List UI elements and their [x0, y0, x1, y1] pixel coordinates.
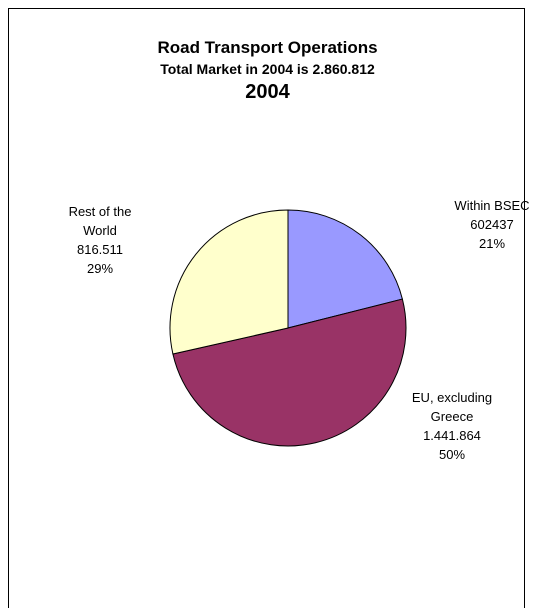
pie-slice-within-bsec	[287, 209, 404, 329]
data-label-within-bsec: Within BSEC 602437 21%	[454, 198, 529, 251]
data-label-eu-excluding-greece: EU, excluding Greece 1.441.864 50%	[412, 390, 492, 462]
data-label-line: World	[83, 223, 117, 238]
data-label-line: 602437	[470, 217, 513, 232]
data-label-line: Greece	[431, 409, 474, 424]
data-label-line: Rest of the	[69, 204, 132, 219]
chart-year-label: 2004	[245, 81, 290, 103]
pie-slice-rest-of-the-world	[169, 209, 289, 355]
chart-subtitle: Total Market in 2004 is 2.860.812	[160, 61, 375, 77]
pie-labels: Within BSEC 602437 21% EU, excluding Greece 1…	[69, 198, 530, 462]
chart-title: Road Transport Operations	[157, 38, 378, 57]
pie-slices	[169, 209, 407, 447]
pie-slice-eu-excluding-greece	[172, 298, 407, 447]
data-label-line: Within BSEC	[454, 198, 529, 213]
data-label-line: 1.441.864	[423, 428, 481, 443]
data-label-line: EU, excluding	[412, 390, 492, 405]
data-label-line: 816.511	[77, 242, 123, 257]
chart-title-block: Road Transport Operations Total Market i…	[9, 37, 526, 105]
data-label-rest-of-the-world: Rest of the World 816.511 29%	[69, 204, 132, 276]
data-label-line: 50%	[439, 447, 465, 462]
data-label-line: 29%	[87, 261, 113, 276]
data-label-line: 21%	[479, 236, 505, 251]
